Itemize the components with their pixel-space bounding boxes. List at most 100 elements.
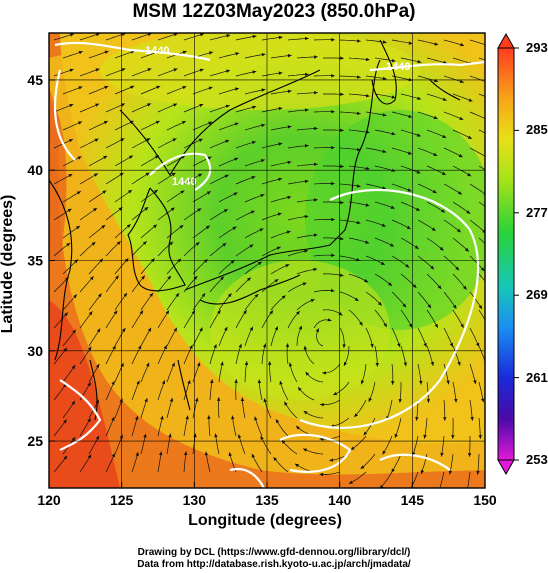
streamline-arrow [273,457,278,461]
streamline-arrow [406,225,411,229]
streamline-arrow [489,286,493,290]
streamline-arrow [141,275,145,280]
streamline-arrow [305,108,309,112]
streamline-arrow [295,463,299,468]
streamline-arrow [172,138,177,142]
streamline-arrow [314,126,318,131]
map-gridlines [49,33,485,488]
streamline-arrow [440,452,444,457]
streamline-arrow [142,241,147,245]
streamline-arrow [67,208,72,213]
streamline-arrow [76,191,81,195]
streamline-arrow [165,310,169,315]
streamline-arrow [364,278,369,283]
streamline-arrow [342,344,346,348]
streamline-arrow [277,212,282,216]
streamline-arrow [476,342,480,347]
y-axis-ticks: 25 30 35 40 45 [27,72,55,449]
y-tick-label: 40 [27,162,43,178]
streamline-arrow [459,79,464,83]
streamline-arrow [340,200,344,205]
streamline-arrow [314,198,318,202]
streamline-arrow [251,176,256,180]
streamline-arrow [340,92,344,96]
streamline-arrow [260,159,265,163]
streamline-arrow [331,253,335,257]
streamline-arrow [416,170,421,174]
streamline-arrow [285,343,290,348]
streamline-arrow [263,398,267,403]
streamline-arrow [223,209,228,213]
streamline-arrow [243,310,247,315]
streamline-arrow [278,71,283,75]
streamline-arrow [320,403,324,407]
streamline-arrow [327,318,332,322]
y-tick-label: 25 [27,433,43,449]
streamline-arrow [339,273,344,277]
streamline-arrow [456,228,461,233]
streamline-arrow [278,106,283,111]
colorbar-tick-label: 253 [526,452,548,467]
x-tick-label: 130 [183,492,207,508]
streamline-arrow [322,371,326,375]
streamline-arrow [96,328,101,333]
streamline-arrow [130,85,135,89]
streamline-arrow [350,446,355,450]
streamline-arrow [103,155,108,160]
streamline-arrow [460,42,464,47]
colorbar-tick-label: 269 [526,287,548,303]
streamline-arrow [448,470,453,475]
streamline-arrow [171,362,175,367]
streamline-arrow [434,323,438,328]
streamline-arrow [363,431,368,436]
streamline-arrow [442,97,447,101]
streamline-arrow [119,434,123,439]
streamline-arrow [391,58,396,63]
streamline-arrow [244,361,249,366]
streamline-arrow [146,362,150,367]
streamline-arrow [454,398,458,403]
y-tick-label: 30 [27,343,43,359]
streamline [469,111,485,119]
streamline-arrow [388,282,392,286]
streamline-arrow [78,86,83,90]
streamline-arrow [95,68,100,72]
streamline-arrow [303,448,308,452]
streamline-arrow [261,123,266,128]
streamline-arrow [408,114,413,118]
streamline-arrow [235,87,239,91]
streamline-arrow [439,246,444,251]
streamline-arrow [195,242,200,246]
y-tick-label: 45 [27,72,43,88]
streamline-arrow [173,327,177,332]
streamline-arrow [204,451,209,456]
streamline-arrow [375,363,379,367]
streamline-arrow [226,34,231,38]
colorbar [497,47,515,461]
streamline-arrow [368,397,372,402]
streamline-arrow [169,241,174,246]
streamline-arrow [78,50,83,55]
streamline-arrow [441,209,445,213]
streamline-arrow [430,265,434,270]
streamline-arrow [441,171,446,175]
streamline-arrow [250,210,255,214]
streamline-arrow [147,327,152,332]
streamline-arrow [357,39,361,43]
streamline-arrow [380,261,385,265]
streamline-arrow [260,194,265,198]
streamline-arrow [274,326,278,331]
x-tick-label: 125 [110,492,134,508]
streamline-arrow [370,343,374,348]
streamline-arrow [486,80,490,83]
streamline-arrow [208,121,213,125]
streamline-arrow [199,327,203,332]
streamline-arrow [209,51,213,55]
streamline-arrow [313,267,318,272]
streamline-arrow [438,488,441,492]
streamline-arrow [470,416,474,421]
streamline-arrow [182,50,187,54]
streamline-arrow [257,261,262,266]
streamline-arrow [451,435,455,439]
streamline-arrow [111,416,115,421]
